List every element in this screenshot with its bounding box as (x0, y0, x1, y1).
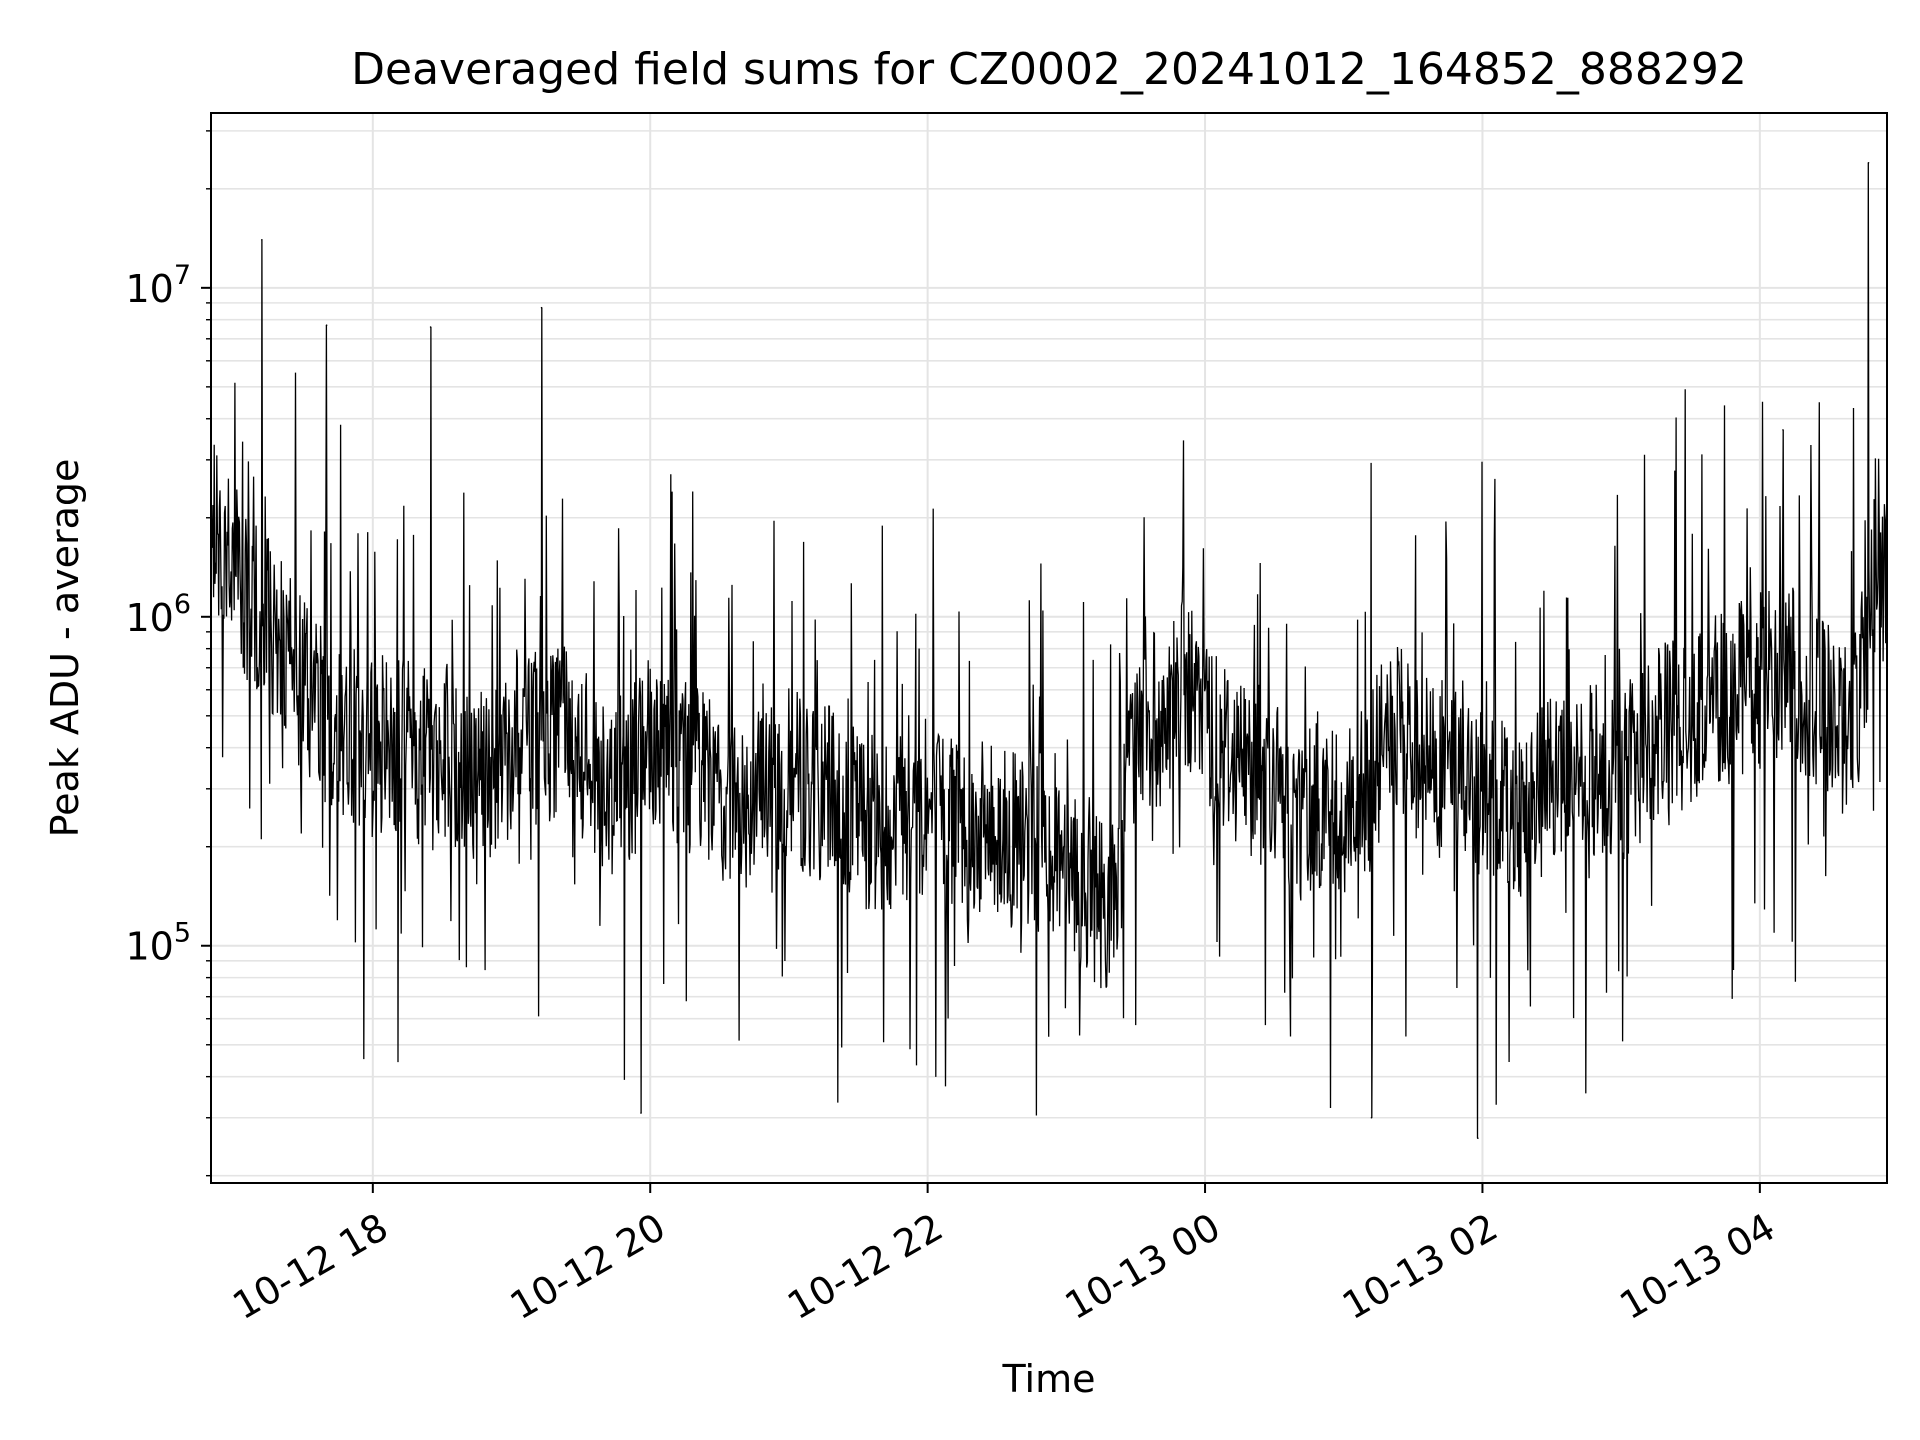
spike-point (1782, 429, 1784, 431)
y-tick-label-base: 10 (125, 267, 173, 311)
y-tick-label-base: 10 (125, 925, 173, 969)
y-tick-label: 105 (125, 918, 191, 969)
chart-title: Deaveraged field sums for CZ0002_2024101… (351, 44, 1747, 95)
y-tick-label: 106 (125, 589, 191, 640)
spike-point (261, 238, 263, 241)
y-tick-label-exponent: 6 (174, 589, 191, 620)
spike-point (429, 326, 432, 328)
spike-point (540, 306, 543, 309)
spike-point (1867, 161, 1870, 164)
y-tick-label: 107 (125, 260, 191, 311)
spike-point (1370, 1116, 1373, 1119)
spike-point (640, 1112, 642, 1114)
x-axis-label: Time (1002, 1357, 1096, 1401)
y-tick-label-base: 10 (125, 596, 173, 640)
data-trace (210, 161, 1888, 1139)
y-tick-label-exponent: 5 (174, 918, 191, 949)
spike-point (325, 324, 328, 326)
y-axis-label: Peak ADU - average (43, 459, 87, 838)
spike-point (1477, 1137, 1479, 1139)
series-line (210, 162, 1888, 1139)
y-tick-label-exponent: 7 (174, 260, 191, 291)
